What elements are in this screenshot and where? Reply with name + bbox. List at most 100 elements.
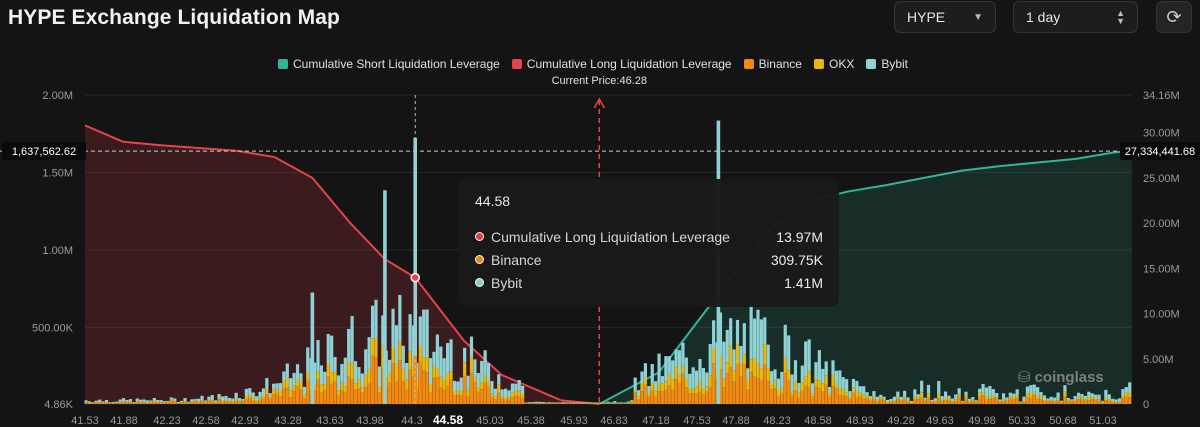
binance-bar xyxy=(428,391,433,404)
binance-bar xyxy=(712,363,716,404)
okx-bar xyxy=(834,383,839,388)
binance-bar xyxy=(654,396,658,404)
okx-bar xyxy=(855,391,859,398)
bybit-bar xyxy=(889,398,893,402)
bybit-bar xyxy=(483,350,487,375)
bybit-bar xyxy=(490,381,494,394)
okx-bar xyxy=(688,388,692,394)
binance-bar xyxy=(336,395,341,404)
okx-bar xyxy=(111,402,115,404)
binance-bar xyxy=(391,363,395,404)
right-axis-tick-label: 15.00M xyxy=(1143,263,1180,275)
okx-bar xyxy=(118,401,122,403)
binance-bar xyxy=(694,393,699,404)
okx-bar xyxy=(694,386,699,394)
okx-bar xyxy=(377,387,381,393)
binance-bar xyxy=(224,401,228,404)
okx-bar xyxy=(824,375,828,385)
bybit-bar xyxy=(1066,397,1070,400)
binance-bar xyxy=(255,401,259,404)
binance-bar xyxy=(207,400,211,404)
interval-select[interactable]: 1 day ▲ ▼ xyxy=(1013,1,1138,33)
bybit-bar xyxy=(408,314,412,352)
bybit-bar xyxy=(807,339,811,371)
binance-bar xyxy=(633,392,637,404)
bybit-bar xyxy=(834,370,839,384)
binance-bar xyxy=(1100,402,1105,404)
bybit-bar xyxy=(995,392,999,398)
okx-bar xyxy=(889,401,893,403)
bybit-bar xyxy=(790,374,794,392)
bybit-bar xyxy=(128,399,133,402)
chart-legend: Cumulative Short Liquidation Leverage Cu… xyxy=(278,57,908,71)
okx-bar xyxy=(459,390,463,396)
bybit-bar xyxy=(688,373,692,389)
binance-bar xyxy=(964,398,968,404)
x-axis-tick-label: 49.63 xyxy=(926,415,954,427)
bybit-bar xyxy=(858,386,862,393)
bybit-bar xyxy=(364,349,368,375)
bybit-bar xyxy=(466,375,470,390)
binance-bar xyxy=(913,399,917,404)
binance-bar xyxy=(278,396,283,404)
x-axis-tick-label: 46.83 xyxy=(600,415,628,427)
okx-bar xyxy=(193,400,197,402)
okx-bar xyxy=(991,395,995,398)
binance-bar xyxy=(800,390,804,404)
okx-bar xyxy=(797,392,801,398)
bybit-bar xyxy=(906,397,910,401)
bybit-bar xyxy=(173,398,177,401)
bybit-bar xyxy=(766,344,770,369)
okx-bar xyxy=(183,400,187,403)
bybit-bar xyxy=(275,383,279,389)
okx-bar xyxy=(780,387,784,394)
symbol-select[interactable]: HYPE ▼ xyxy=(894,1,996,33)
binance-bar xyxy=(572,403,576,404)
x-axis-tick-label: 43.63 xyxy=(316,415,344,427)
legend-item-binance[interactable]: Binance xyxy=(743,57,802,71)
bybit-bar xyxy=(1117,398,1122,402)
bybit-bar xyxy=(248,388,252,395)
binance-bar xyxy=(817,388,821,404)
bybit-bar xyxy=(125,400,129,403)
okx-bar xyxy=(657,382,661,392)
okx-bar xyxy=(660,383,665,392)
binance-bar xyxy=(541,403,545,404)
legend-item-short[interactable]: Cumulative Short Liquidation Leverage xyxy=(278,57,500,71)
binance-bar xyxy=(398,360,402,404)
okx-bar xyxy=(735,344,740,364)
binance-bar xyxy=(875,401,879,404)
bybit-bar xyxy=(268,393,272,397)
okx-bar xyxy=(1083,399,1087,401)
bybit-bar xyxy=(142,399,146,403)
binance-bar xyxy=(950,401,954,404)
binance-bar xyxy=(1128,397,1132,404)
binance-bar xyxy=(149,402,153,404)
binance-bar xyxy=(1042,401,1047,404)
okx-bar xyxy=(135,401,139,402)
legend-item-okx[interactable]: OKX xyxy=(813,57,854,71)
bybit-bar xyxy=(367,337,371,370)
binance-bar xyxy=(480,389,484,404)
okx-bar xyxy=(892,400,896,402)
bybit-bar xyxy=(984,387,989,397)
bybit-bar xyxy=(381,315,385,346)
okx-bar xyxy=(265,389,269,395)
refresh-button[interactable]: ⟳ xyxy=(1156,1,1192,33)
binance-bar xyxy=(531,403,535,404)
legend-label: Binance xyxy=(758,57,802,71)
bybit-bar xyxy=(640,371,644,384)
binance-bar xyxy=(449,379,453,404)
bybit-bar xyxy=(176,401,180,403)
bybit-bar xyxy=(1042,395,1047,401)
okx-bar xyxy=(152,400,156,403)
binance-bar xyxy=(698,391,702,404)
binance-bar xyxy=(200,401,204,404)
bybit-bar xyxy=(101,401,105,403)
up-down-chevron-icon: ▲ ▼ xyxy=(1116,8,1125,26)
legend-item-bybit[interactable]: Bybit xyxy=(866,57,908,71)
bybit-bar xyxy=(1104,389,1108,398)
binance-bar xyxy=(674,378,678,404)
legend-item-long[interactable]: Cumulative Long Liquidation Leverage xyxy=(511,57,732,71)
